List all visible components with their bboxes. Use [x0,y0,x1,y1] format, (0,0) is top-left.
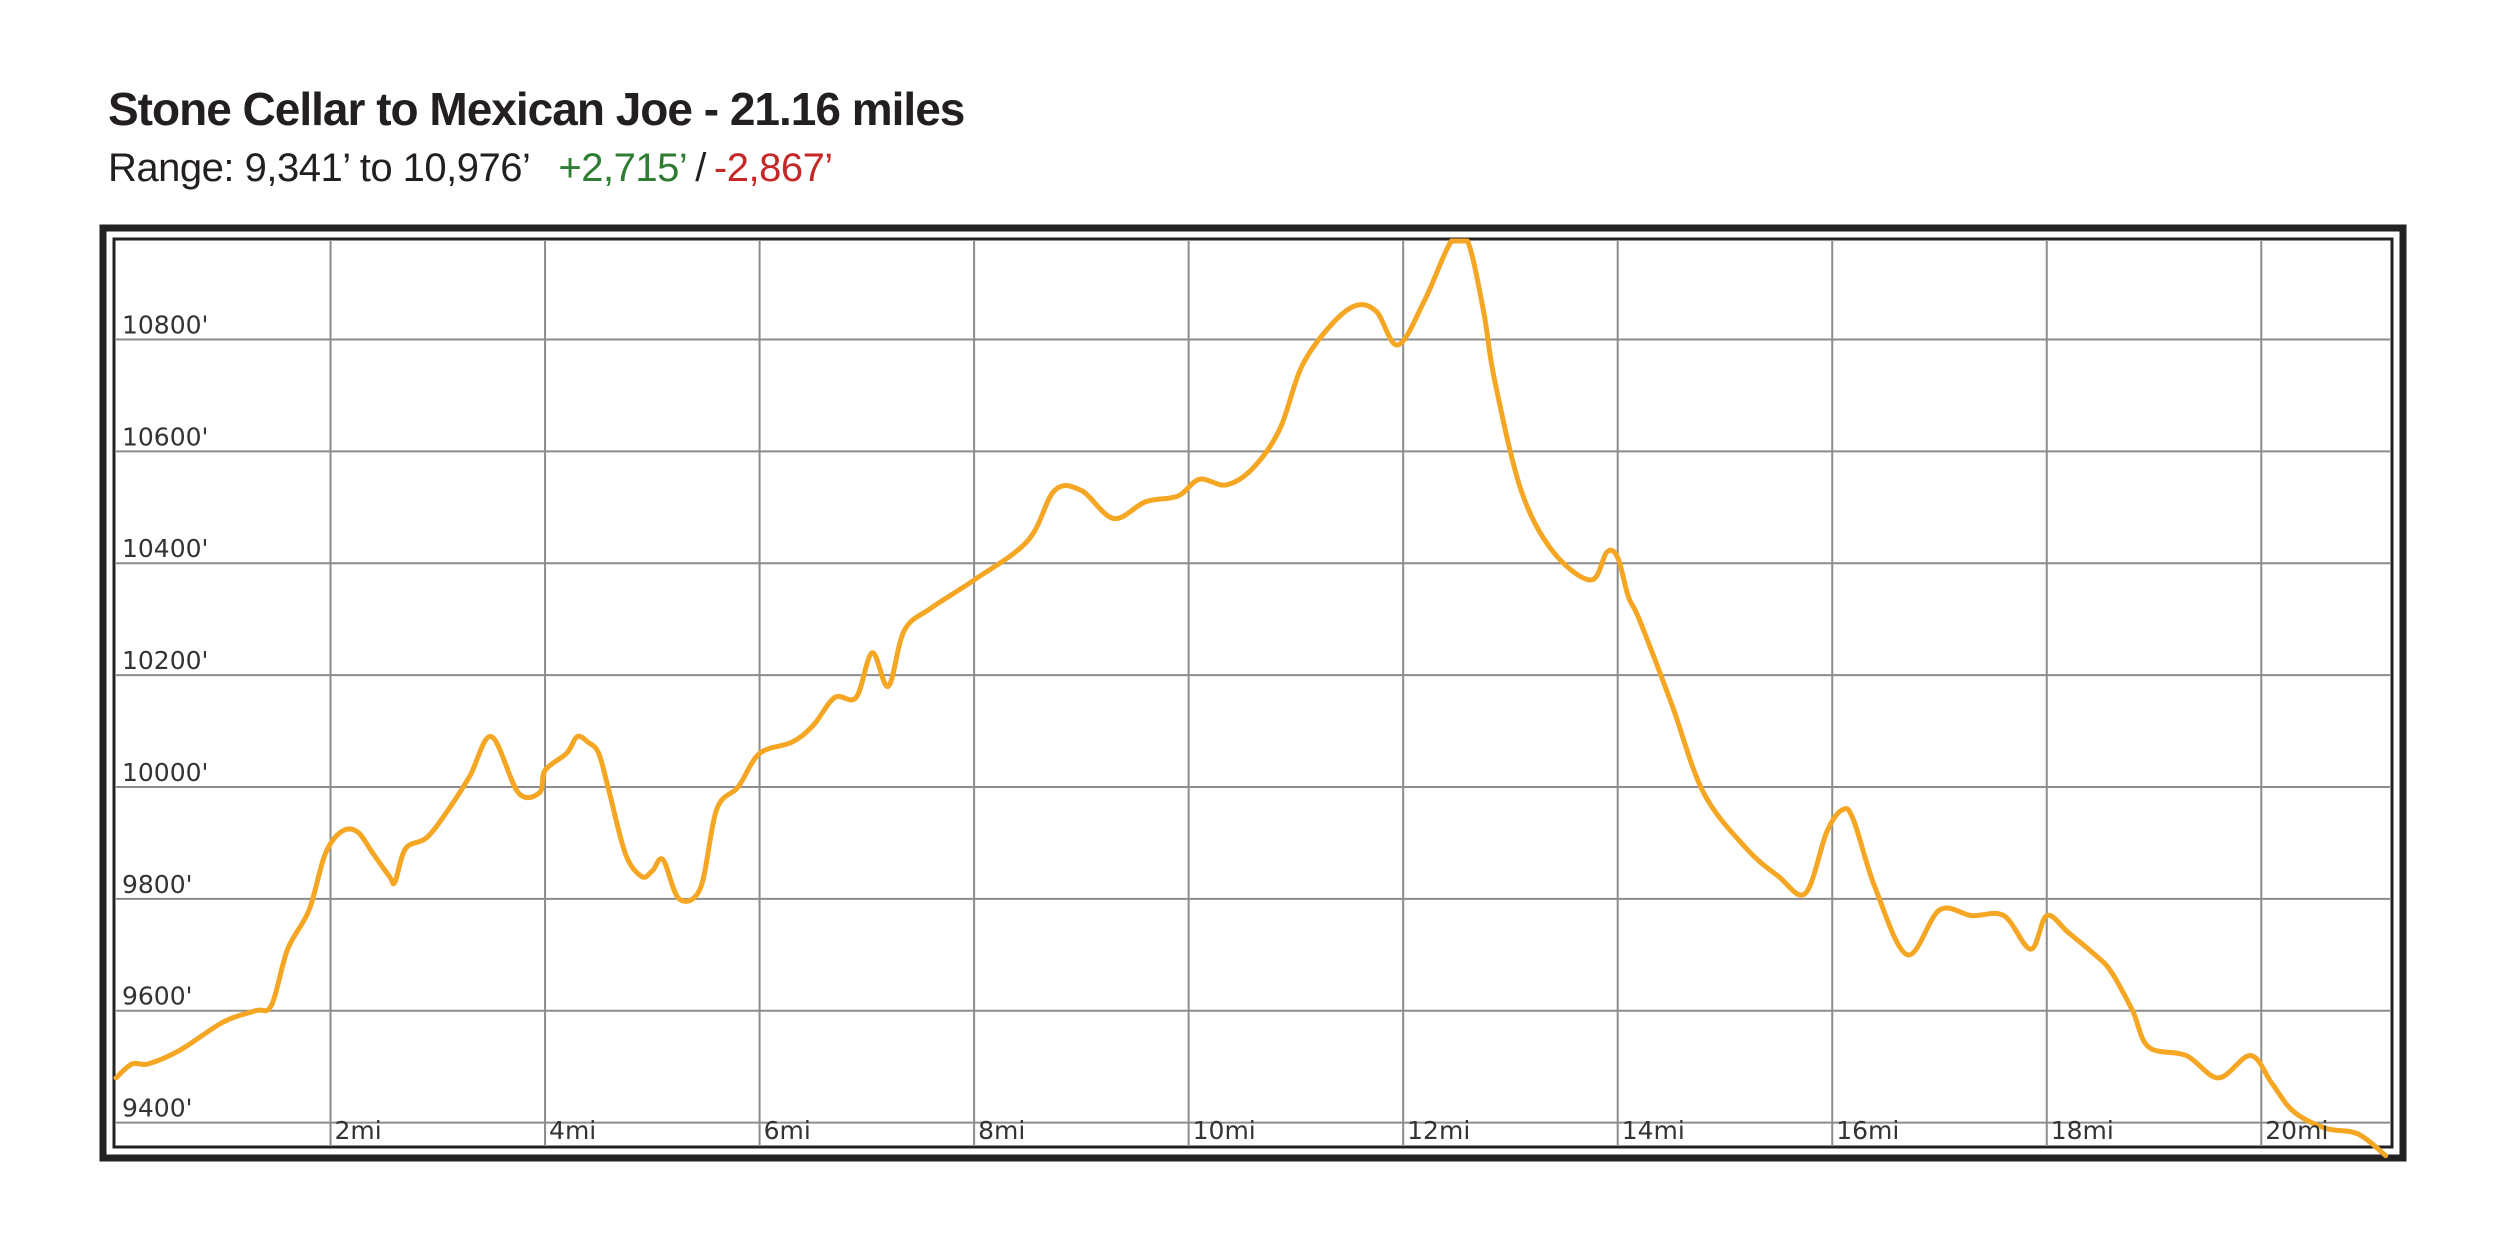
chart-subtitle: Range: 9,341’ to 10,976’ +2,715’ / -2,867’ [108,146,833,191]
x-tick-label: 6mi [764,1116,811,1145]
y-tick-label: 10400' [122,534,208,563]
x-tick-label: 16mi [1836,1116,1899,1145]
x-tick-label: 12mi [1407,1116,1470,1145]
elevation-gain-text: +2,715’ [558,146,688,190]
elevation-profile-line [113,238,2389,1159]
y-tick-label: 9800' [122,870,193,899]
x-tick-label: 4mi [549,1116,596,1145]
x-grid-lines [329,241,2263,1145]
gain-loss-separator: / [695,146,706,190]
x-tick-label: 18mi [2051,1116,2114,1145]
x-tick-label: 20mi [2265,1116,2328,1145]
y-grid-lines [116,338,2390,1124]
y-tick-label: 10200' [122,646,208,675]
y-tick-label: 10000' [122,758,208,787]
elevation-loss-text: -2,867’ [713,146,833,190]
x-tick-labels: 2mi 4mi 6mi 8mi 10mi 12mi 14mi 16mi 18mi 20mi [335,1116,2329,1145]
chart-inner-frame [112,237,2394,1149]
y-tick-label: 9600' [122,982,193,1011]
y-tick-label: 10600' [122,422,208,451]
x-tick-label: 14mi [1622,1116,1685,1145]
x-tick-label: 10mi [1193,1116,1256,1145]
x-tick-label: 8mi [978,1116,1025,1145]
y-tick-label: 10800' [122,310,208,339]
x-tick-label: 2mi [335,1116,382,1145]
chart-title: Stone Cellar to Mexican Joe - 21.16 mile… [108,83,965,135]
y-tick-labels: 9400' 9600' 9800' 10000' 10200' 10400' 10600' 1… [122,310,208,1122]
elevation-range-text: Range: 9,341’ to 10,976’ [108,146,531,190]
y-tick-label: 9400' [122,1094,193,1123]
